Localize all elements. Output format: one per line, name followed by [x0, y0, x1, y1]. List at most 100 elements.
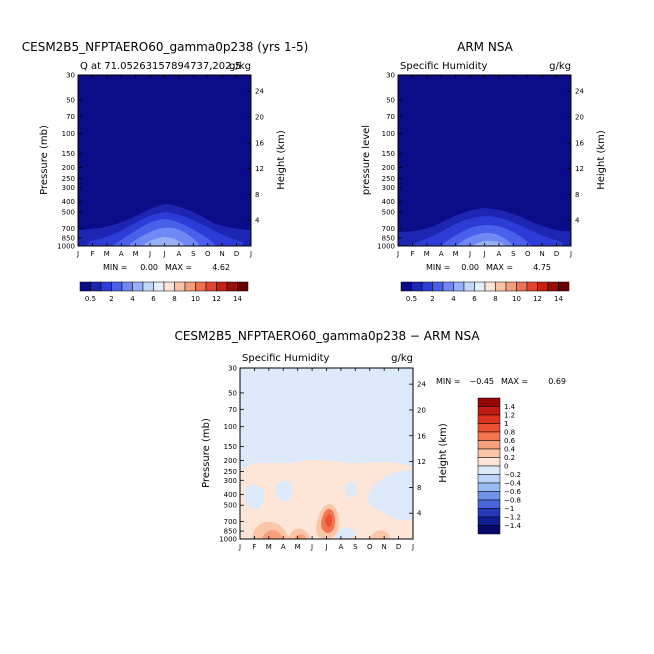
contour-level-band — [244, 484, 265, 509]
colorbar-label: −0.8 — [504, 497, 521, 505]
colorbar-swatch — [432, 281, 444, 292]
colorbar-label: 0 — [504, 463, 508, 471]
colorbar-label: 0.4 — [504, 446, 516, 454]
y-tick-label: 400 — [224, 491, 237, 499]
colorbar-swatch — [477, 525, 501, 535]
contour-level-band — [325, 514, 333, 528]
y-tick-label: 200 — [224, 457, 237, 465]
colorbar-label: 0.6 — [504, 437, 516, 445]
colorbar-swatch — [558, 281, 570, 292]
x-tick-label: O — [205, 250, 211, 258]
x-tick-label: M — [295, 543, 301, 551]
colorbar-swatch — [537, 281, 549, 292]
min-value: 0.00 — [461, 263, 479, 272]
panel-left-label: Specific Humidity — [400, 61, 488, 72]
max-label: MAX = — [501, 377, 528, 386]
y-tick-label: 30 — [386, 72, 395, 80]
colorbar-swatch — [421, 281, 433, 292]
contour-level-band — [370, 530, 390, 539]
min-label: MIN = — [103, 263, 128, 272]
contour-level-band — [344, 482, 356, 498]
x-tick-label: S — [511, 250, 516, 258]
min-label: MIN = — [436, 377, 461, 386]
contour-level-band — [294, 534, 306, 539]
x-tick-label: A — [281, 543, 286, 551]
colorbar: 1.41.210.80.60.40.20−0.2−0.4−0.6−0.8−1−1… — [477, 397, 522, 535]
y2-tick-label: 8 — [417, 484, 421, 492]
x-tick-label: M — [453, 250, 459, 258]
x-tick-label: J — [569, 250, 572, 258]
colorbar-label: 1.2 — [504, 412, 515, 420]
colorbar-swatch — [100, 281, 112, 292]
colorbar-swatch — [442, 281, 454, 292]
y-tick-label: 500 — [382, 209, 395, 217]
y-tick-label: 50 — [386, 96, 395, 104]
x-tick-label: N — [220, 250, 225, 258]
y2-axis-label: Height (km) — [438, 423, 449, 483]
x-tick-label: N — [382, 543, 387, 551]
x-tick-label: J — [148, 250, 151, 258]
colorbar-label: 0.5 — [85, 295, 96, 303]
colorbar-swatch — [477, 423, 501, 433]
contour-level-band — [142, 237, 186, 246]
contour-level-band — [472, 240, 506, 246]
max-label: MAX = — [165, 263, 192, 272]
y2-tick-label: 20 — [255, 113, 264, 121]
colorbar-label: 0.8 — [504, 429, 515, 437]
contour-field — [398, 75, 571, 246]
y-tick-label: 30 — [66, 72, 75, 80]
y-axis-label: pressure level — [361, 125, 372, 195]
y2-tick-label: 4 — [255, 217, 260, 225]
y-tick-label: 100 — [224, 423, 237, 431]
y2-tick-label: 20 — [417, 406, 426, 414]
y-tick-label: 100 — [62, 130, 75, 138]
x-tick-label: M — [424, 250, 430, 258]
colorbar-label: −0.4 — [504, 480, 522, 488]
colorbar-swatch — [477, 482, 501, 492]
x-tick-label: A — [177, 250, 182, 258]
colorbar-label: 6 — [472, 295, 477, 303]
colorbar-swatch — [495, 281, 507, 292]
colorbar-swatch — [216, 281, 228, 292]
panel-title: ARM NSA — [457, 40, 514, 54]
y-tick-label: 850 — [224, 528, 237, 536]
max-value: 4.62 — [212, 263, 230, 272]
y2-tick-label: 12 — [575, 165, 584, 173]
colorbar-swatch — [477, 499, 501, 509]
colorbar: 0.5 2 4 6 8 10 12 14 — [400, 281, 570, 303]
colorbar-swatch — [411, 281, 423, 292]
colorbar-swatch — [153, 281, 165, 292]
colorbar-label: 0.2 — [504, 454, 515, 462]
colorbar-swatch — [516, 281, 528, 292]
colorbar-swatch — [477, 474, 501, 484]
contour-level-band — [275, 480, 292, 502]
y-tick-label: 250 — [62, 175, 75, 183]
panel-title: CESM2B5_NFPTAERO60_gamma0p238 (yrs 1-5) — [22, 40, 309, 54]
contour-field — [78, 75, 251, 246]
y-tick-label: 400 — [62, 198, 75, 206]
y-tick-label: 150 — [224, 443, 237, 451]
y2-tick-label: 24 — [417, 381, 426, 389]
colorbar-label: 1.4 — [504, 403, 516, 411]
x-tick-label: A — [439, 250, 444, 258]
colorbar-swatch — [477, 448, 501, 458]
panel-model: CESM2B5_NFPTAERO60_gamma0p238 (yrs 1-5) … — [22, 40, 309, 303]
min-value: −0.45 — [469, 377, 494, 386]
panel-left-label: Specific Humidity — [242, 353, 330, 364]
panel-right-label: g/kg — [391, 353, 413, 364]
y-tick-label: 250 — [382, 175, 395, 183]
colorbar-swatch — [195, 281, 207, 292]
x-tick-label: N — [540, 250, 545, 258]
y-axis-label: Pressure (mb) — [39, 125, 50, 195]
x-tick-label: A — [339, 543, 344, 551]
colorbar-swatch — [505, 281, 517, 292]
colorbar-swatch — [477, 397, 501, 407]
colorbar-swatch — [477, 431, 501, 441]
colorbar-label: 6 — [151, 295, 156, 303]
colorbar-swatch — [90, 281, 102, 292]
x-tick-label: D — [234, 250, 239, 258]
panel-left-label: Q at 71.05263157894737,202.5 — [80, 61, 241, 72]
